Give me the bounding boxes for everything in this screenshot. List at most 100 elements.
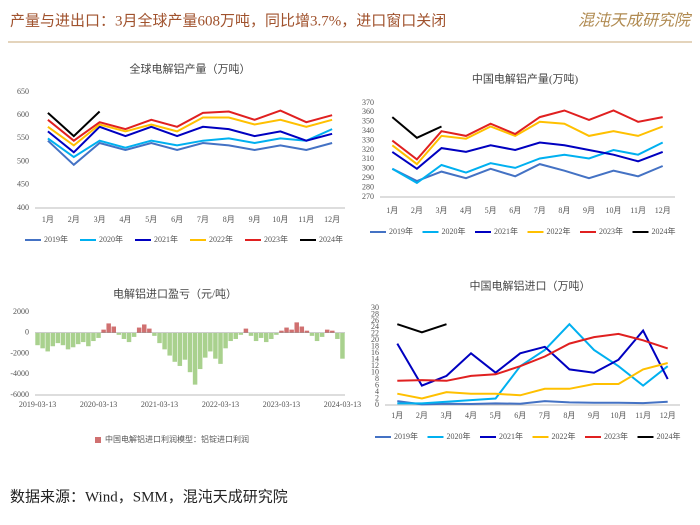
chart-title: 中国电解铝进口（万吨）	[470, 279, 591, 293]
y-tick-label: 270	[362, 192, 374, 201]
bar	[274, 332, 279, 335]
y-tick-label: 26	[371, 316, 379, 325]
chart-title: 全球电解铝产量（万吨）	[130, 62, 251, 76]
y-tick-label: 0	[25, 328, 29, 337]
x-tick-label: 8月	[223, 215, 235, 224]
y-tick-label: -2000	[10, 348, 29, 357]
x-tick-label: 2月	[68, 215, 80, 224]
y-tick-label: 300	[362, 164, 374, 173]
legend-label: 2023年	[264, 234, 288, 244]
bar	[40, 332, 45, 349]
x-tick-label: 2020-03-13	[80, 400, 117, 409]
legend-label: 2020年	[99, 234, 123, 244]
bar	[299, 326, 305, 333]
y-tick-label: 28	[371, 309, 379, 318]
legend-label: 2024年	[652, 226, 676, 236]
bar	[162, 332, 167, 350]
legend-label: 2022年	[209, 234, 233, 244]
bar	[172, 332, 177, 362]
y-tick-label: 18	[371, 342, 379, 351]
x-tick-label: 10月	[611, 411, 627, 420]
y-tick-label: 0	[375, 400, 379, 409]
y-tick-label: 2000	[13, 307, 29, 316]
bar	[35, 332, 40, 346]
y-tick-label: 350	[362, 117, 374, 126]
series-line	[391, 163, 664, 183]
x-tick-label: 3月	[94, 215, 106, 224]
x-tick-label: 1月	[391, 411, 403, 420]
legend-label: 2021年	[499, 431, 523, 441]
logo: 混沌天成研究院	[578, 12, 693, 30]
bar	[167, 332, 172, 356]
y-tick-label: 340	[362, 126, 374, 135]
bar	[45, 332, 50, 352]
x-tick-label: 2019-03-13	[19, 400, 56, 409]
bar	[233, 332, 238, 339]
bar	[50, 332, 56, 347]
x-tick-label: 2024-03-13	[324, 400, 361, 409]
bar	[75, 332, 81, 345]
bar	[309, 332, 315, 336]
x-tick-label: 8月	[558, 206, 570, 215]
legend-label: 2020年	[447, 431, 471, 441]
bar	[263, 332, 269, 343]
y-tick-label: 10	[371, 367, 379, 376]
bar	[223, 332, 228, 349]
bar	[192, 332, 198, 385]
legend-label: 2019年	[389, 226, 413, 236]
bar	[182, 332, 188, 360]
y-tick-label: 600	[17, 110, 29, 119]
bar	[60, 332, 66, 346]
y-tick-label: 2	[375, 393, 379, 402]
x-tick-label: 9月	[583, 206, 595, 215]
y-tick-label: 650	[17, 87, 29, 96]
y-tick-label: 8	[375, 374, 379, 383]
x-tick-label: 12月	[655, 206, 671, 215]
x-tick-label: 2月	[416, 411, 428, 420]
series-line	[397, 332, 669, 382]
x-tick-label: 6月	[509, 206, 521, 215]
x-tick-label: 7月	[539, 411, 551, 420]
series-line	[47, 139, 333, 167]
bar	[248, 332, 254, 336]
x-tick-label: 11月	[298, 215, 314, 224]
bar	[208, 332, 213, 352]
x-tick-label: 1月	[386, 206, 398, 215]
x-tick-label: 8月	[563, 411, 575, 420]
x-tick-label: 12月	[660, 411, 676, 420]
y-tick-label: 450	[17, 180, 29, 189]
bar	[197, 332, 203, 370]
bar	[96, 332, 101, 338]
bar	[218, 332, 223, 364]
x-tick-label: 7月	[197, 215, 209, 224]
bar	[81, 332, 86, 343]
y-tick-label: -4000	[10, 369, 29, 378]
x-tick-label: 11月	[635, 411, 651, 420]
x-tick-label: 6月	[171, 215, 183, 224]
bar	[304, 330, 310, 333]
chart-title: 电解铝进口盈亏（元/吨）	[113, 287, 237, 301]
legend-label: 2024年	[319, 234, 343, 244]
x-tick-label: 3月	[440, 411, 452, 420]
series-line	[391, 109, 663, 161]
legend-label: 2020年	[442, 226, 466, 236]
bar	[111, 326, 117, 333]
series-line	[47, 128, 333, 159]
bar	[142, 324, 147, 333]
page-title: 产量与进出口：3月全球产量608万吨，同比增3.7%，进口窗口关闭	[10, 11, 446, 29]
y-tick-label: 370	[362, 98, 374, 107]
legend-swatch	[95, 437, 101, 443]
series-line	[397, 362, 668, 400]
series-line	[391, 141, 664, 171]
bar	[203, 332, 208, 358]
y-tick-label: 30	[371, 303, 379, 312]
y-tick-label: 14	[371, 355, 379, 364]
bar	[258, 332, 264, 338]
series-line	[397, 400, 668, 406]
bar	[284, 327, 289, 333]
x-tick-label: 2023-03-13	[263, 400, 300, 409]
x-tick-label: 6月	[514, 411, 526, 420]
y-tick-label: 4	[375, 387, 379, 396]
x-tick-label: 10月	[606, 206, 622, 215]
